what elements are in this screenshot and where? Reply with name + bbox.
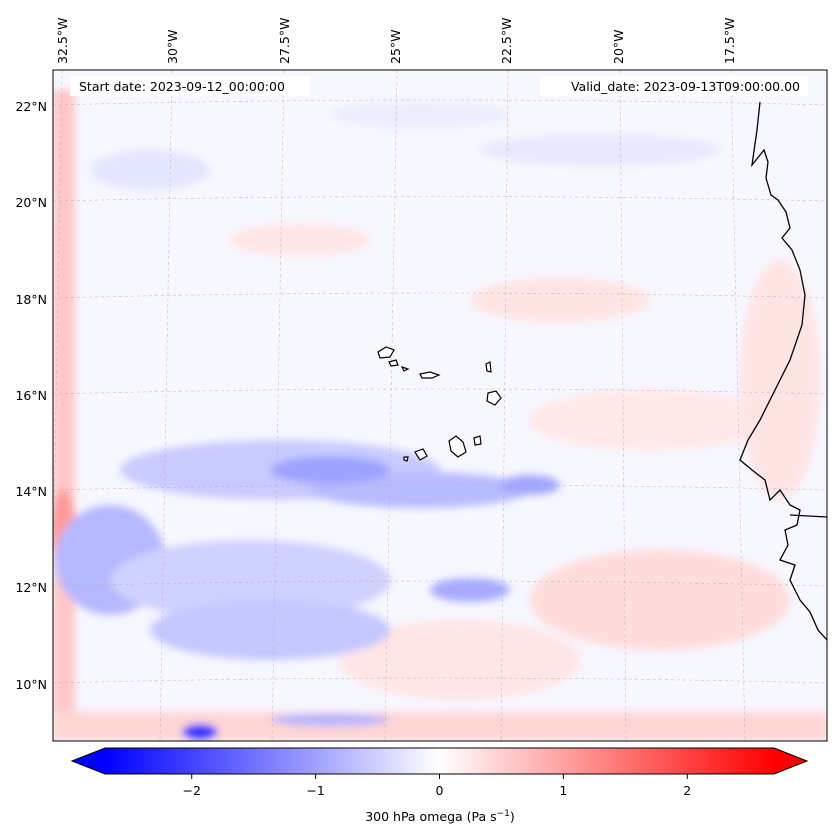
colorbar-tick-label: −1: [306, 783, 324, 798]
colorbar-label: 300 hPa omega (Pa s−1): [365, 809, 515, 824]
lat-label: 18°N: [15, 292, 47, 307]
colorbar-extend-min: [72, 748, 105, 774]
colorbar-tick-label: −2: [183, 783, 201, 798]
lon-label: 17.5°W: [722, 18, 737, 64]
lat-label: 10°N: [15, 677, 47, 692]
longitude-labels: 32.5°W 30°W 27.5°W 25°W 22.5°W 20°W 17.5…: [55, 18, 737, 64]
valid-date-text: Valid_date: 2023-09-13T09:00:00.00: [571, 79, 800, 94]
lon-label: 27.5°W: [277, 18, 292, 64]
colorbar-tick-label: 1: [559, 783, 567, 798]
colorbar-outline: [70, 747, 809, 775]
lon-label: 20°W: [611, 29, 626, 64]
start-date-box: [70, 76, 310, 96]
colorbar-ticks: −2 −1 0 1 2: [183, 774, 691, 798]
colorbar-extend-max: [774, 748, 807, 774]
start-date-text: Start date: 2023-09-12_00:00:00: [79, 79, 285, 94]
map-panel: Start date: 2023-09-12_00:00:00 Valid_da…: [15, 18, 828, 742]
colorbar-tick-label: 2: [683, 783, 691, 798]
lon-label: 30°W: [165, 29, 180, 64]
lat-label: 12°N: [15, 580, 47, 595]
lon-label: 25°W: [388, 29, 403, 64]
lat-label: 20°N: [15, 195, 47, 210]
island-group: [377, 346, 502, 462]
valid-date-box: [540, 76, 808, 96]
lon-label: 22.5°W: [499, 18, 514, 64]
colorbar-tick-label: 0: [436, 783, 444, 798]
map-frame: [52, 69, 828, 742]
graticule: [53, 70, 827, 741]
lat-label: 16°N: [15, 388, 47, 403]
lon-label: 32.5°W: [55, 18, 70, 64]
colorbar-gradient: [105, 748, 774, 774]
omega-field: [53, 70, 827, 741]
lat-label: 22°N: [15, 99, 47, 114]
coastline: [739, 101, 827, 641]
lat-label: 14°N: [15, 484, 47, 499]
latitude-labels: 22°N 20°N 18°N 16°N 14°N 12°N 10°N: [15, 99, 47, 692]
colorbar: −2 −1 0 1 2 300 hPa omega (Pa s−1): [70, 747, 809, 824]
